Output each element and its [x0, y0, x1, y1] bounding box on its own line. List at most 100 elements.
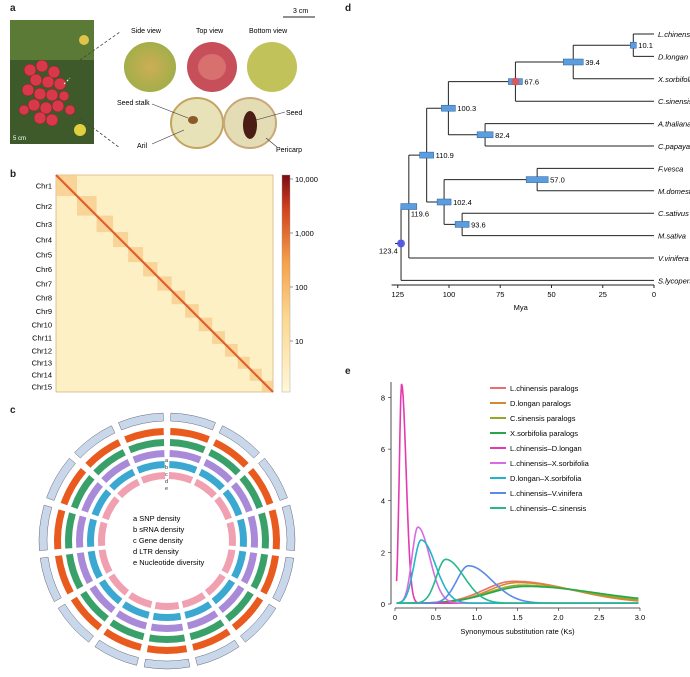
snp-density-track — [260, 555, 279, 595]
legend-entry: L.chinensis–V.vinifera — [510, 489, 583, 498]
track-letter-c: c — [165, 472, 168, 478]
karyotype-segment — [39, 556, 62, 602]
fruit-bottom-view — [247, 42, 297, 92]
srna-density-track — [80, 590, 109, 622]
node-age-label: 67.6 — [524, 78, 539, 87]
ltr-density-track — [87, 550, 103, 579]
legend-entry: C.sinensis paralogs — [510, 414, 576, 423]
snp-density-track — [212, 439, 249, 468]
srna-density-track — [109, 619, 145, 641]
species-label: X.sorbifolium — [657, 75, 690, 84]
series-line — [396, 526, 639, 604]
ltr-density-track — [136, 461, 165, 474]
y-tick-label: 0 — [381, 600, 385, 609]
node-age-bar — [562, 58, 584, 66]
node-age-label: 93.6 — [471, 220, 486, 229]
heatmap-diagonal — [55, 174, 274, 393]
axis-tick-label: 25 — [599, 290, 607, 299]
node-age-bar — [476, 131, 494, 139]
gene-density-track — [132, 450, 165, 464]
node-age-label: 102.4 — [453, 198, 472, 207]
y-tick-label: 2 — [381, 548, 385, 557]
hic-label-chr1: Chr1 — [36, 182, 52, 191]
panel-e-label: e — [345, 366, 351, 377]
legend-nucleotide-diversity: e Nucleotide diversity — [133, 558, 205, 567]
srna-density-track — [65, 553, 84, 590]
node-age-label: 110.9 — [436, 151, 454, 160]
node-age-bar — [525, 176, 549, 183]
snp-density-track — [55, 555, 74, 595]
legend-entry: L.chinensis–C.sinensis — [510, 504, 587, 513]
colorbar-tick: 10,000 — [295, 175, 318, 184]
track-letter-e: e — [165, 486, 168, 492]
phylogenetic-tree: L.chinensis D.longan X.sorbifolium C.sinens… — [379, 30, 690, 312]
ltr-density-track — [184, 601, 213, 619]
panel-a-label: a — [10, 3, 16, 14]
legend-entry: L.chinensis paralogs — [510, 384, 579, 393]
nucleotide-diversity-track — [226, 521, 236, 547]
species-label: F.vesca — [658, 164, 683, 173]
ltr-density-track — [98, 579, 123, 605]
axis-label-mya: Mya — [514, 303, 529, 312]
snp-density-track — [146, 645, 188, 654]
y-tick-label: 8 — [381, 393, 385, 402]
gene-density-track — [76, 515, 87, 548]
hic-label-chr10: Chr10 — [32, 320, 52, 329]
karyotype-segment — [118, 412, 164, 431]
nucleotide-diversity-track — [117, 478, 141, 499]
panel-d-label: d — [345, 3, 352, 14]
track-letter-d: d — [165, 479, 168, 485]
circos-legend: a SNP density b sRNA density c Gene dens… — [133, 514, 205, 567]
hic-label-chr3: Chr3 — [36, 220, 52, 229]
hic-label-chr2: Chr2 — [36, 202, 52, 211]
axis-tick-label: 50 — [547, 290, 555, 299]
x-tick-label: 2.5 — [594, 613, 604, 622]
panel-a-figure: 5 cm 3 cm Side view Top view Bottom view… — [10, 8, 315, 154]
karyotype-segment — [170, 412, 216, 431]
legend-gene: c Gene density — [133, 536, 183, 545]
gene-density-track — [186, 610, 219, 630]
top-view-label: Top view — [196, 28, 224, 35]
x-tick-label: 2.0 — [553, 613, 563, 622]
gene-density-track — [150, 623, 184, 632]
nucleotide-diversity-track — [98, 549, 113, 574]
nucleotide-diversity-track — [214, 496, 232, 521]
srna-density-track — [169, 439, 206, 454]
hic-heatmap: Chr1 Chr2 Chr3 Chr4 Chr5 Chr6 Chr7 Chr8 Chr9 Chr1… — [32, 174, 318, 393]
gene-density-track — [247, 515, 258, 548]
aril-label: Aril — [137, 143, 148, 150]
hic-label-chr12: Chr12 — [32, 346, 52, 355]
legend-entry: L.chinensis–D.longan — [510, 444, 582, 453]
nucleotide-diversity-track — [221, 549, 236, 574]
srna-density-track — [225, 590, 254, 622]
hic-label-chr6: Chr6 — [36, 265, 52, 274]
circos-plot: a SNP density b sRNA density c Gene dens… — [38, 412, 296, 670]
snp-density-track — [231, 596, 264, 631]
node-age-label: 39.4 — [585, 58, 600, 67]
snp-density-track — [192, 628, 231, 651]
snp-density-track — [103, 628, 142, 651]
species-label: V.vinifera — [658, 254, 689, 263]
srna-density-track — [250, 553, 269, 590]
panel-b-label: b — [10, 169, 17, 180]
snp-density-track — [85, 439, 122, 468]
ltr-density-track — [231, 550, 247, 579]
karyotype-segment — [57, 603, 94, 643]
snp-density-track — [124, 428, 164, 443]
species-label: C.sinensis — [658, 97, 690, 106]
axis-tick-label: 125 — [391, 290, 404, 299]
srna-density-track — [258, 512, 269, 549]
ks-distribution-chart: 0 0.5 1.0 1.5 2.0 2.5 3.0 0 2 4 6 8 Synonymous subst… — [381, 382, 645, 636]
gene-density-track — [89, 585, 116, 613]
karyotype-segment — [218, 425, 260, 459]
nucleotide-diversity-track — [193, 478, 217, 499]
gene-density-track — [203, 459, 233, 483]
ltr-density-track — [91, 489, 112, 517]
ltr-density-track — [121, 601, 150, 619]
node-age-bar — [400, 203, 418, 210]
srna-density-track — [128, 439, 165, 454]
ltr-density-track — [87, 518, 97, 547]
nucleotide-diversity-track — [140, 472, 166, 484]
species-label: D.longan — [658, 52, 688, 61]
snp-density-track — [268, 509, 280, 550]
